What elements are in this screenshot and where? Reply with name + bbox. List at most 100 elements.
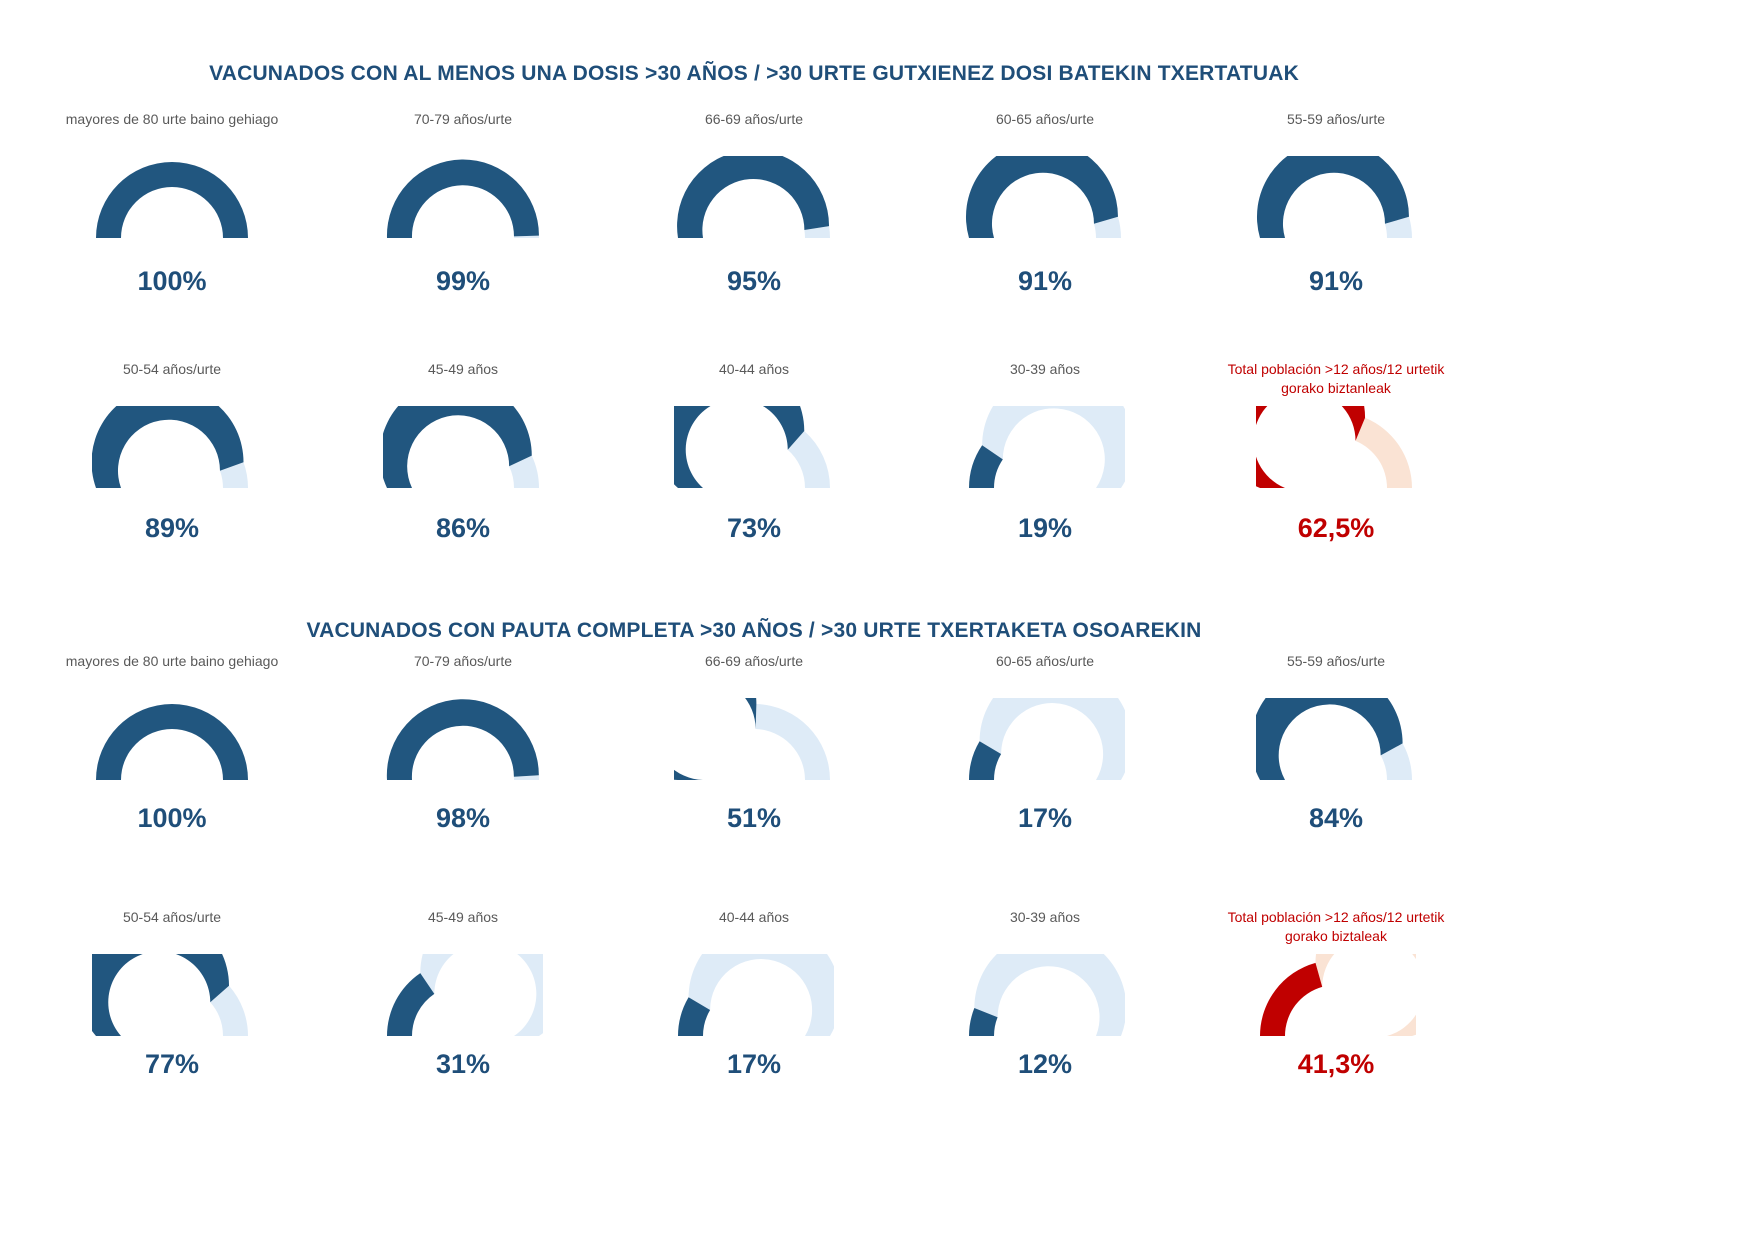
gauge-age-label: 70-79 años/urte [413, 653, 513, 669]
gauge-fill-arc [1256, 698, 1403, 780]
gauge-value-label: 12% [1017, 1049, 1073, 1079]
gauge-track-arc [804, 226, 830, 238]
gauge-track-arc [210, 985, 248, 1036]
gauge-track-arc [1380, 743, 1412, 780]
gauge-track-arc [1315, 954, 1416, 1036]
gauge-value-label: 100% [137, 266, 207, 296]
gauge-arc [386, 159, 539, 238]
section2-title: VACUNADOS CON PAUTA COMPLETA >30 AÑOS / … [306, 619, 1202, 642]
gauge-tile: Total población >12 años/12 urtetik gora… [1206, 908, 1466, 1118]
gauge-value-label: 19% [1017, 513, 1073, 543]
gauge-tile: 45-49 años 86% [333, 360, 593, 570]
gauge-value-label: 31% [435, 1049, 491, 1079]
gauge-value-label: 17% [1017, 803, 1073, 833]
gauge-arc [969, 406, 1125, 488]
gauge-value-label: 77% [144, 1049, 200, 1079]
gauge-tile: mayores de 80 urte baino gehiago 100% [42, 652, 302, 862]
gauge-fill-arc [969, 445, 1003, 488]
gauge-fill-arc [969, 1008, 998, 1036]
gauge-age-label: mayores de 80 urte baino gehiago [65, 111, 279, 127]
gauge-fill-arc [96, 162, 248, 238]
gauge-fill-arc [674, 406, 805, 488]
gauge-track-arc [755, 704, 830, 780]
gauge-fill-arc [92, 954, 230, 1036]
gauge-age-label: 40-44 años [718, 909, 790, 925]
gauge-arc [678, 954, 834, 1036]
gauge-arc [674, 698, 830, 780]
gauge-fill-arc [969, 741, 1002, 780]
gauge-value-label: 98% [435, 803, 491, 833]
gauge-tile: 50-54 años/urte 89% [42, 360, 302, 570]
gauge-value-label: 91% [1308, 266, 1364, 296]
gauge-age-label: 45-49 años [427, 909, 499, 925]
section1-title: VACUNADOS CON AL MENOS UNA DOSIS >30 AÑO… [209, 62, 1299, 85]
gauge-track-arc [513, 775, 539, 780]
gauge-arc [92, 406, 248, 488]
gauge-age-label: 30-39 años [1009, 361, 1081, 377]
gauge-arc [1256, 698, 1412, 780]
gauge-tile: 30-39 años 12% [915, 908, 1175, 1118]
gauge-value-label: 86% [435, 513, 491, 543]
gauge-tile: Total población >12 años/12 urtetik gora… [1206, 360, 1466, 570]
gauge-arc [1260, 954, 1416, 1036]
gauge-tile: mayores de 80 urte baino gehiago 100% [42, 110, 302, 320]
gauge-value-label: 100% [137, 803, 207, 833]
gauge-fill-arc [674, 698, 757, 780]
gauge-arc [969, 954, 1125, 1036]
gauge-track-arc [974, 954, 1125, 1036]
gauge-fill-arc [96, 704, 248, 780]
gauge-arc [965, 156, 1121, 238]
gauge-fill-arc [386, 699, 539, 780]
gauge-arc [386, 699, 539, 780]
gauge-tile: 40-44 años 73% [624, 360, 884, 570]
gauge-track-arc [982, 406, 1125, 488]
gauge-arc [383, 406, 539, 488]
gauge-value-label: 73% [726, 513, 782, 543]
gauge-fill-arc [1256, 406, 1366, 488]
gauge-arc [674, 406, 830, 488]
gauge-value-label: 41,3% [1297, 1049, 1375, 1079]
gauge-fill-arc [677, 156, 830, 238]
gauge-age-label: 55-59 años/urte [1286, 111, 1386, 127]
gauge-track-arc [509, 455, 539, 488]
gauge-age-label: 60-65 años/urte [995, 111, 1095, 127]
gauge-age-label: 60-65 años/urte [995, 653, 1095, 669]
gauge-tile: 60-65 años/urte 17% [915, 652, 1175, 862]
gauge-tile: 66-69 años/urte 95% [624, 110, 884, 320]
gauge-fill-arc [965, 156, 1118, 238]
gauge-arc [969, 698, 1125, 780]
gauge-tile: 70-79 años/urte 98% [333, 652, 593, 862]
gauge-fill-arc [1256, 156, 1409, 238]
gauge-tile: 45-49 años 31% [333, 908, 593, 1118]
gauge-track-arc [420, 954, 543, 1036]
gauge-value-label: 84% [1308, 803, 1364, 833]
gauge-value-label: 17% [726, 1049, 782, 1079]
gauge-age-label: 45-49 años [427, 361, 499, 377]
gauge-fill-arc [386, 159, 539, 238]
gauge-tile: 60-65 años/urte 91% [915, 110, 1175, 320]
gauge-fill-arc [1260, 962, 1323, 1036]
gauge-track-arc [787, 430, 830, 488]
gauge-fill-arc [387, 973, 435, 1036]
gauge-tile: 50-54 años/urte 77% [42, 908, 302, 1118]
gauge-tile: 66-69 años/urte 51% [624, 652, 884, 862]
gauge-track-arc [688, 954, 834, 1036]
gauge-age-label: 55-59 años/urte [1286, 653, 1386, 669]
gauge-tile: 55-59 años/urte 91% [1206, 110, 1466, 320]
gauge-tile: 55-59 años/urte 84% [1206, 652, 1466, 862]
gauge-arc [677, 156, 830, 238]
gauge-arc [1256, 156, 1412, 238]
gauge-age-label: Total población >12 años/12 urtetik gora… [1227, 909, 1445, 944]
gauge-value-label: 51% [726, 803, 782, 833]
gauge-tile: 40-44 años 17% [624, 908, 884, 1118]
gauge-arc [387, 954, 543, 1036]
gauge-fill-arc [678, 997, 711, 1036]
gauge-track-arc [219, 462, 248, 488]
gauge-value-label: 62,5% [1297, 513, 1375, 543]
gauge-fill-arc [92, 406, 244, 488]
gauge-track-arc [979, 698, 1125, 780]
gauge-tile: 70-79 años/urte 99% [333, 110, 593, 320]
gauge-value-label: 91% [1017, 266, 1073, 296]
gauge-age-label: 50-54 años/urte [122, 909, 222, 925]
